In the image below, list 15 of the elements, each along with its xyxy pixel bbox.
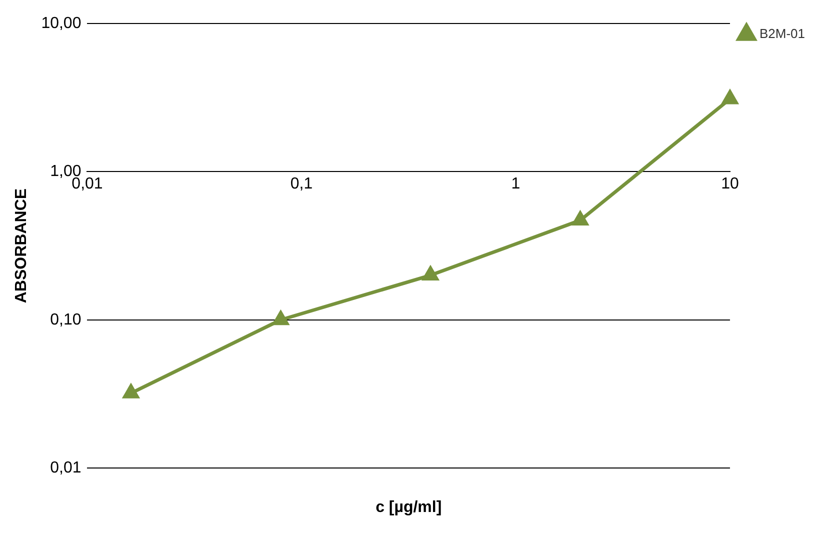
y-tick-label: 0,01 (50, 459, 82, 476)
point (422, 266, 438, 281)
point (123, 384, 139, 398)
x-tick-label: 10 (721, 176, 739, 193)
x-tick-label: 0,01 (72, 176, 103, 193)
x-axis-title: c [µg/ml] (376, 499, 442, 516)
y-tick-label: 0,10 (50, 311, 82, 328)
point (722, 90, 738, 104)
x-tick-label: 1 (511, 176, 520, 193)
y-tick-label: 10,00 (41, 15, 82, 32)
point (572, 212, 588, 226)
x-tick-label: 0,1 (290, 176, 313, 193)
y-axis-title: ABSORBANCE (13, 188, 30, 304)
legend-label: B2M-01 (759, 26, 806, 42)
point (272, 311, 289, 326)
